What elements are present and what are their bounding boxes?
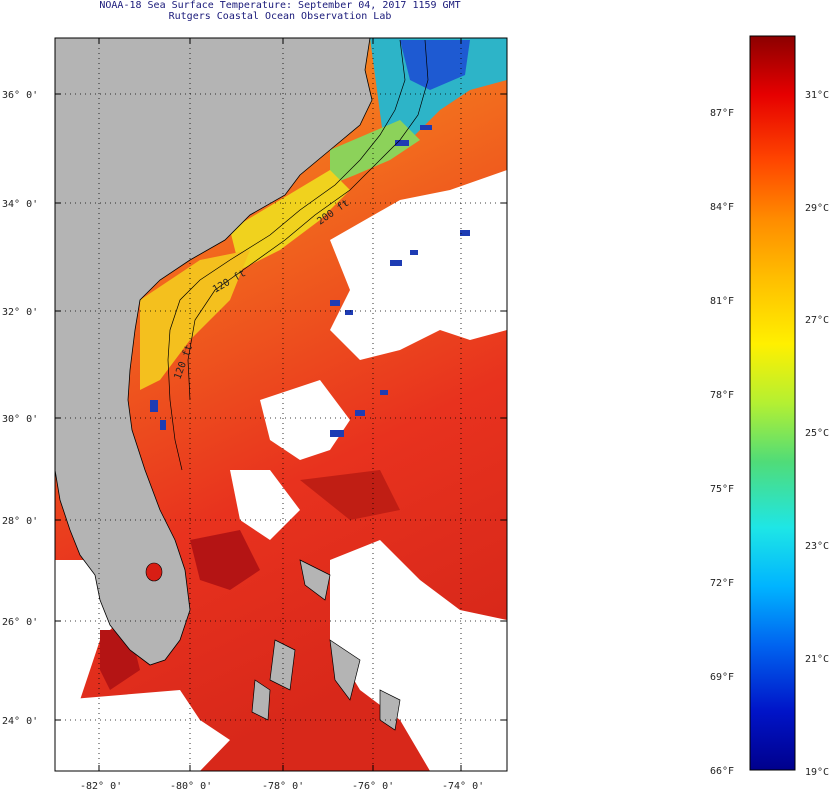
- lat-label: 24° 0': [2, 716, 38, 727]
- cloud-mask: [260, 380, 350, 460]
- lon-label: -78° 0': [262, 781, 304, 792]
- cloud-mask: [330, 170, 507, 360]
- lat-label: 30° 0': [2, 414, 38, 425]
- hot-water-patch: [190, 530, 260, 590]
- lat-label: 26° 0': [2, 617, 38, 628]
- lon-label: -74° 0': [442, 781, 484, 792]
- lon-label: -80° 0': [170, 781, 212, 792]
- lat-label: 28° 0': [2, 516, 38, 527]
- map-title: NOAA-18 Sea Surface Temperature: Septemb…: [99, 0, 461, 11]
- hot-water-patch: [300, 470, 400, 520]
- gridlines: [55, 38, 507, 771]
- depth-contours: [167, 39, 429, 471]
- cool-water-north: [370, 38, 507, 150]
- cloud-mask: [330, 540, 507, 771]
- lat-label: 34° 0': [2, 199, 38, 210]
- axis-ticks: [55, 38, 507, 771]
- lon-label: -82° 0': [80, 781, 122, 792]
- lat-label: 32° 0': [2, 307, 38, 318]
- cold-water-patch: [400, 40, 470, 90]
- lon-label: -76° 0': [352, 781, 394, 792]
- land-mass: [55, 38, 373, 666]
- cold-cloud-edge: [150, 125, 470, 437]
- nearshore-green-water: [330, 120, 420, 185]
- cloud-mask: [230, 470, 300, 540]
- map-subtitle: Rutgers Coastal Ocean Observation Lab: [168, 11, 392, 22]
- map-frame: [54, 37, 508, 772]
- lake-okeechobee: [145, 562, 163, 582]
- lat-label: 36° 0': [2, 90, 38, 101]
- cloud-mask: [55, 690, 230, 771]
- carolina-yellow-water: [230, 170, 350, 270]
